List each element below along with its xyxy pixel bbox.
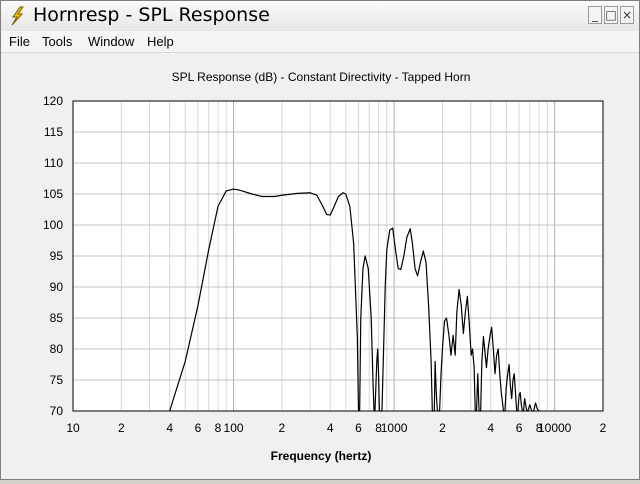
x-tick-label: 2 [118, 421, 125, 435]
close-icon: × [621, 8, 633, 22]
x-tick-label: 6 [516, 421, 523, 435]
x-tick-label: 4 [487, 421, 494, 435]
x-tick-label: 4 [327, 421, 334, 435]
minimize-button[interactable]: _ [588, 6, 602, 24]
y-tick-label: 105 [43, 187, 63, 201]
x-tick-label: 2 [600, 421, 607, 435]
close-button[interactable]: × [620, 6, 634, 24]
menu-window[interactable]: Window [88, 34, 135, 49]
x-tick-label: 8 [215, 421, 222, 435]
chart-title: SPL Response (dB) - Constant Directivity… [172, 70, 471, 84]
y-axis: 120 115 110 105 100 95 90 85 80 75 70 [43, 94, 63, 418]
y-tick-label: 75 [50, 373, 64, 387]
spl-chart: SPL Response (dB) - Constant Directivity… [43, 70, 607, 463]
y-tick-label: 90 [50, 280, 64, 294]
x-tick-label: 8 [375, 421, 382, 435]
y-tick-label: 120 [43, 94, 63, 108]
x-tick-label: 2 [439, 421, 446, 435]
menu-bar: File Tools Window Help [1, 31, 639, 53]
chart-area: SPL Response (dB) - Constant Directivity… [1, 53, 639, 479]
lightning-bolt-icon [7, 6, 27, 26]
y-tick-label: 70 [50, 404, 64, 418]
plot-border [72, 100, 604, 412]
x-tick-label: 8 [536, 421, 543, 435]
maximize-icon: □ [605, 8, 617, 22]
y-tick-label: 95 [50, 249, 64, 263]
x-tick-label: 100 [224, 421, 244, 435]
x-tick-label: 10000 [538, 421, 572, 435]
x-tick-label: 2 [279, 421, 286, 435]
menu-help[interactable]: Help [147, 34, 174, 49]
x-tick-label: 4 [166, 421, 173, 435]
y-tick-label: 85 [50, 311, 64, 325]
minimize-icon: _ [592, 8, 598, 22]
y-tick-label: 100 [43, 218, 63, 232]
title-bar[interactable]: Hornresp - SPL Response _ □ × [1, 1, 639, 32]
x-axis-label: Frequency (hertz) [271, 449, 372, 463]
y-tick-label: 110 [44, 156, 63, 170]
x-tick-label: 6 [355, 421, 362, 435]
menu-tools[interactable]: Tools [42, 34, 73, 49]
x-tick-label: 6 [195, 421, 202, 435]
maximize-button[interactable]: □ [604, 6, 618, 24]
menu-file[interactable]: File [9, 34, 30, 49]
y-tick-label: 80 [50, 342, 64, 356]
x-tick-label: 10 [66, 421, 80, 435]
window-title: Hornresp - SPL Response [33, 4, 270, 26]
x-tick-label: 1000 [381, 421, 408, 435]
y-tick-label: 115 [44, 125, 63, 139]
